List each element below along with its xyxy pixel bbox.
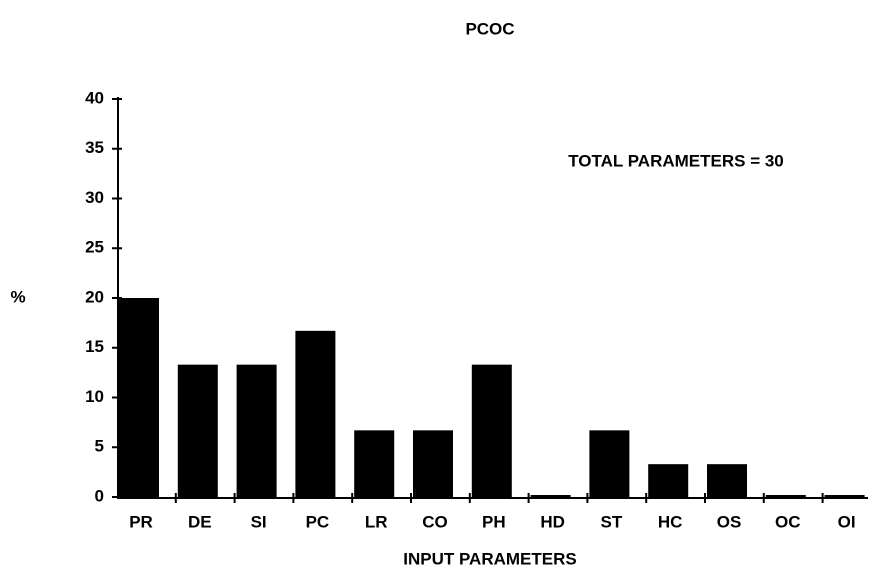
x-tick-label: PR xyxy=(129,512,153,531)
bar xyxy=(530,495,571,497)
y-tick-label: 15 xyxy=(85,337,104,356)
bar xyxy=(824,495,865,497)
annotation: TOTAL PARAMETERS = 30 xyxy=(568,151,784,170)
x-tick-label: HC xyxy=(658,512,683,531)
y-tick-label: 10 xyxy=(85,387,104,406)
x-tick-label: PH xyxy=(482,512,506,531)
x-tick-label: ST xyxy=(601,512,623,531)
bar xyxy=(471,364,512,497)
x-tick-label: SI xyxy=(251,512,267,531)
x-tick-label: OI xyxy=(838,512,856,531)
y-tick-label: 35 xyxy=(85,138,104,157)
x-axis-label: INPUT PARAMETERS xyxy=(403,549,576,568)
x-tick-label: DE xyxy=(188,512,212,531)
bar xyxy=(707,464,747,497)
y-tick-label: 0 xyxy=(95,486,104,505)
x-tick-label: OS xyxy=(717,512,742,531)
bar xyxy=(589,430,630,497)
y-tick-label: 40 xyxy=(85,88,104,107)
bar xyxy=(765,495,806,497)
x-tick-label: OC xyxy=(775,512,801,531)
bar xyxy=(236,364,277,497)
x-tick-label: CO xyxy=(422,512,448,531)
y-tick-label: 30 xyxy=(85,188,104,207)
bar xyxy=(177,364,218,497)
bar xyxy=(648,464,689,497)
x-tick-label: LR xyxy=(365,512,388,531)
y-tick-label: 20 xyxy=(85,287,104,306)
y-axis-label: % xyxy=(10,287,25,306)
x-tick-label: HD xyxy=(540,512,565,531)
y-tick-label: 5 xyxy=(95,437,104,456)
bar xyxy=(295,330,336,497)
y-tick-label: 25 xyxy=(85,238,104,257)
bar xyxy=(119,298,159,497)
bar xyxy=(354,430,395,497)
bar xyxy=(413,430,453,497)
x-tick-label: PC xyxy=(306,512,330,531)
chart-title: PCOC xyxy=(465,19,514,38)
